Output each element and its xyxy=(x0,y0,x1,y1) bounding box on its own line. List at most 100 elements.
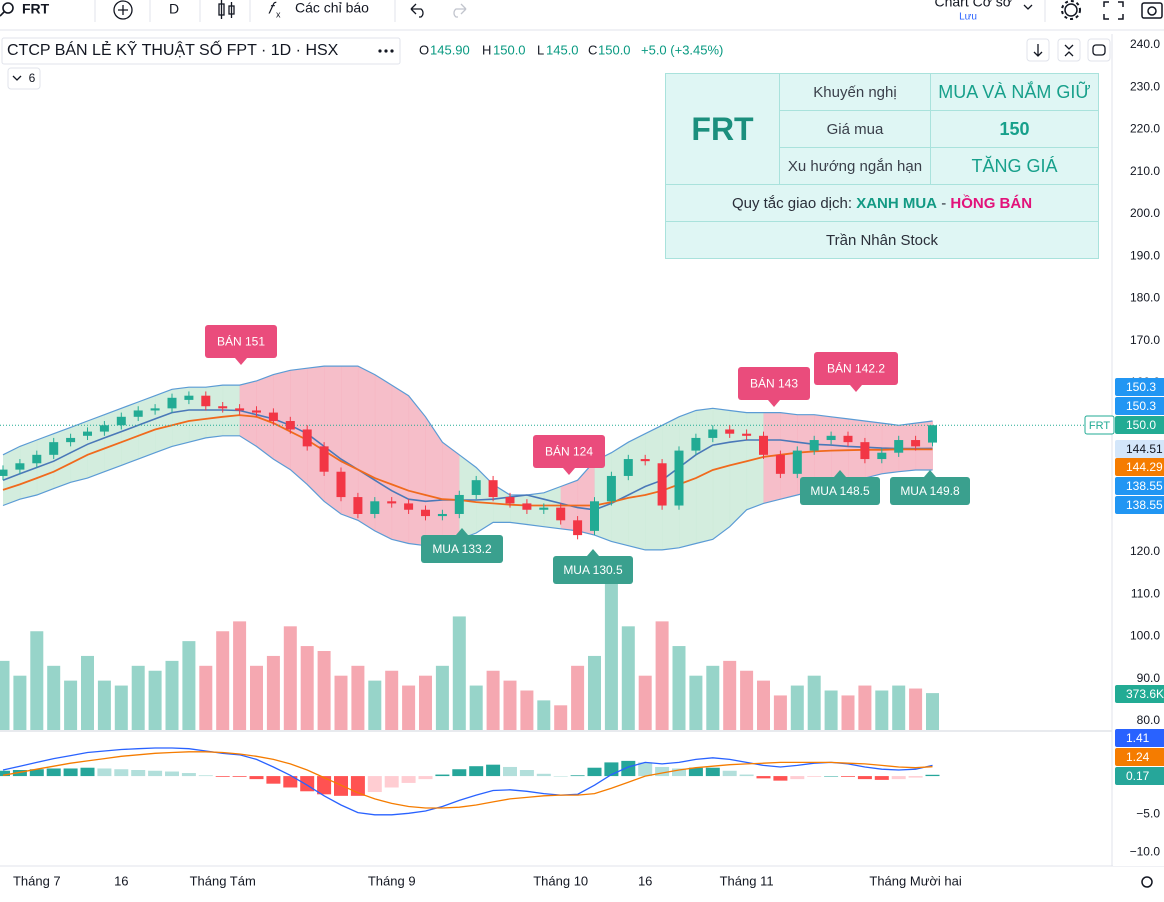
y-tick-label: 200.0 xyxy=(1130,206,1160,220)
fullscreen-button[interactable] xyxy=(1103,1,1124,20)
y-tick-label: 110.0 xyxy=(1131,586,1160,600)
candle-body xyxy=(742,433,752,436)
axis-settings-button[interactable] xyxy=(1141,876,1153,888)
band-fill xyxy=(408,395,426,546)
macd-hist-bar xyxy=(283,776,298,788)
volume-bar xyxy=(604,572,618,730)
chart-type-button[interactable] xyxy=(218,0,235,19)
y-tick-label: 240.0 xyxy=(1130,37,1160,51)
time-axis: Tháng 7 16 Tháng Tám Tháng 9 Tháng 10 16 Tháng… xyxy=(13,873,962,888)
band-fill xyxy=(425,416,443,546)
signal-pointer xyxy=(924,470,936,477)
info-value: 150 xyxy=(930,110,1099,148)
candle-body xyxy=(911,440,921,447)
macd-hist-bar xyxy=(705,767,720,777)
y-tick-label: 220.0 xyxy=(1130,122,1160,136)
candle-body xyxy=(606,475,616,502)
volume-bar xyxy=(689,675,703,730)
macd-hist-bar xyxy=(401,776,416,783)
volume-bar xyxy=(841,695,855,730)
macd-badge-label: 1.24 xyxy=(1126,750,1150,764)
volume-bar xyxy=(182,641,196,730)
y-tick-label: 120.0 xyxy=(1130,544,1160,558)
macd-hist-bar xyxy=(97,768,112,777)
macd-hist-bar xyxy=(908,776,923,778)
signal-pointer xyxy=(587,549,599,556)
layout-menu-arrow[interactable] xyxy=(1023,4,1033,10)
candle-body xyxy=(877,452,887,460)
band-fill xyxy=(898,423,917,472)
bb-upper-line xyxy=(2,365,933,496)
info-value: MUA VÀ NẮM GIỮ xyxy=(930,73,1099,111)
volume-bar xyxy=(655,621,669,730)
interval-button[interactable]: D xyxy=(169,1,179,17)
candle-body xyxy=(15,463,25,470)
candle-body xyxy=(83,431,92,436)
undo-button[interactable] xyxy=(410,3,424,18)
macd-hist-bar xyxy=(249,776,264,780)
settings-gear xyxy=(1061,0,1081,20)
volume-bar xyxy=(402,685,416,730)
macd-line xyxy=(2,747,933,816)
volume-bar xyxy=(875,690,889,730)
volume-bar xyxy=(892,685,906,730)
macd-hist-bar xyxy=(841,776,855,777)
signal-pointer xyxy=(456,528,468,535)
symbol[interactable]: FRT xyxy=(22,1,50,17)
indicators-button[interactable]: Các chỉ báo xyxy=(295,0,369,16)
ohlc-label: C xyxy=(588,42,597,57)
candle-body xyxy=(387,501,397,504)
candle-body xyxy=(657,463,667,506)
author: Trần Nhân Stock xyxy=(665,221,1099,259)
rule-sep: - xyxy=(937,194,951,212)
volume-bar xyxy=(621,626,635,730)
volume-bar xyxy=(148,670,162,730)
volume-bar xyxy=(757,680,770,730)
macd-hist-bar xyxy=(891,776,906,780)
redo-button[interactable] xyxy=(453,3,467,18)
band-fill xyxy=(780,412,798,500)
candle-body xyxy=(792,450,802,474)
collapse-button[interactable] xyxy=(1057,38,1081,62)
macd-hist-bar xyxy=(553,776,568,777)
candle-body xyxy=(539,507,549,510)
volume-bar xyxy=(317,651,331,730)
band-fill xyxy=(459,454,477,540)
more-icon[interactable] xyxy=(378,49,394,53)
add-symbol-button[interactable] xyxy=(113,0,133,20)
macd-badge xyxy=(1115,767,1164,785)
title-box[interactable] xyxy=(1,37,401,65)
search-icon[interactable] xyxy=(2,2,14,14)
layout-name[interactable]: Chart Cơ sở xyxy=(935,0,1013,10)
search-icon-handle xyxy=(0,11,5,17)
info-value: TĂNG GIÁ xyxy=(930,147,1099,185)
volume-bar xyxy=(334,675,348,730)
candle-body xyxy=(404,503,414,510)
indicators-toggle[interactable] xyxy=(7,67,41,90)
last-symbol-box xyxy=(1084,415,1115,435)
snapshot-button[interactable] xyxy=(1141,2,1163,19)
candle-body xyxy=(809,440,819,451)
candle-body xyxy=(184,395,194,400)
band-fill xyxy=(70,421,88,483)
price-badge xyxy=(1115,496,1164,514)
maximize-button[interactable] xyxy=(1087,38,1111,62)
price-badge-label: 138.55 xyxy=(1126,479,1163,493)
toolbar: FRT D 𝑓 x Các chỉ báo Chart Cơ sở Lưu xyxy=(0,0,1163,23)
settings-button[interactable] xyxy=(1064,3,1078,17)
x-tick-label: Tháng 11 xyxy=(720,873,774,888)
buy-signal xyxy=(553,556,633,584)
macd-tick-label: −10.0 xyxy=(1130,844,1161,858)
y-tick-label: 190.0 xyxy=(1130,248,1160,262)
candle-body xyxy=(522,503,532,510)
macd-hist-bar xyxy=(469,766,484,777)
price-badge xyxy=(1115,397,1164,415)
ohlc-value: 145.0 xyxy=(546,42,579,57)
buy-signal xyxy=(421,535,503,563)
band-fill xyxy=(442,442,460,544)
ohlc-label: L xyxy=(537,42,544,57)
signals: BÁN 151 BÁN 124 BÁN 143 BÁN 142.2 MUA 133.2 M… xyxy=(205,325,970,584)
signal-label: BÁN 143 xyxy=(750,376,798,391)
save-status[interactable]: Lưu xyxy=(959,12,977,23)
